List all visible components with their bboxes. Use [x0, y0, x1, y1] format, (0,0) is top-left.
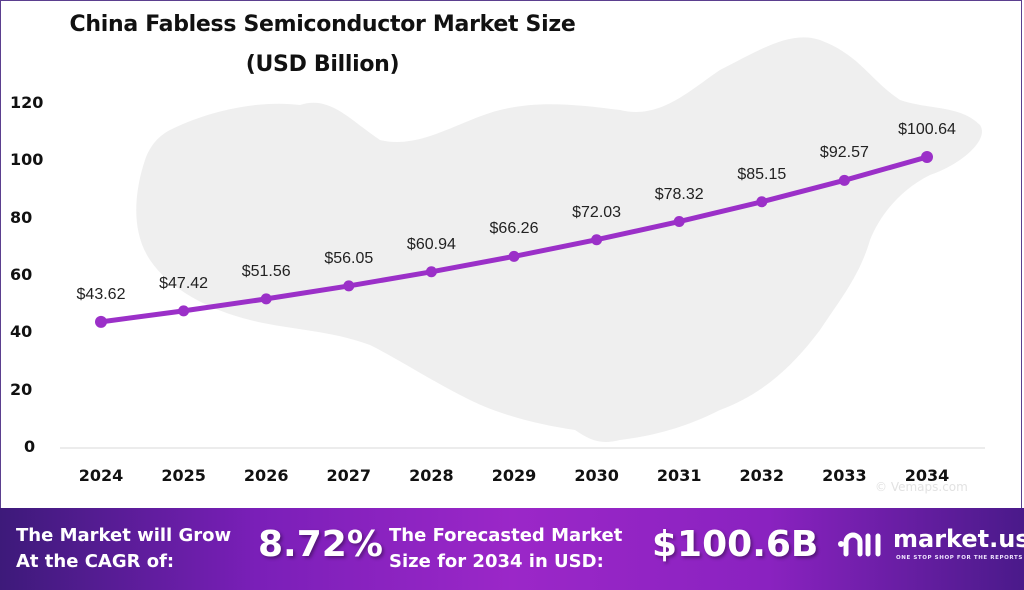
- data-label: $85.15: [737, 165, 787, 183]
- watermark: © Vemaps.com: [875, 480, 968, 494]
- data-point-marker: [343, 280, 355, 292]
- cagr-label-line1: The Market will Grow: [16, 525, 232, 546]
- x-tick: 2032: [739, 466, 785, 485]
- data-point-marker: [95, 315, 107, 328]
- data-label: $60.94: [406, 235, 456, 253]
- x-tick: 2026: [243, 466, 289, 485]
- y-tick: 80: [10, 208, 33, 227]
- data-point-marker: [178, 305, 190, 317]
- x-tick: 2025: [161, 466, 206, 485]
- x-tick: 2028: [409, 466, 454, 485]
- china-map-silhouette: [136, 37, 982, 442]
- data-label: $47.42: [159, 274, 209, 292]
- series-markers: [95, 150, 933, 328]
- forecast-label-line1: The Forecasted Market: [389, 525, 623, 546]
- data-label: $56.05: [324, 249, 374, 267]
- data-label: $92.57: [819, 144, 869, 162]
- x-tick: 2027: [326, 466, 372, 485]
- chart-title: China Fabless Semiconductor Market Size: [69, 12, 576, 37]
- logo-tagline: ONE STOP SHOP FOR THE REPORTS: [896, 555, 1023, 561]
- data-point-marker: [508, 250, 520, 262]
- data-label: $72.03: [572, 203, 622, 221]
- data-point-marker: [673, 216, 685, 228]
- data-point-marker: [756, 196, 768, 208]
- y-tick: 40: [10, 322, 33, 341]
- data-point-marker: [591, 234, 603, 246]
- y-tick: 20: [10, 380, 33, 399]
- data-label: $43.62: [76, 285, 126, 303]
- summary-banner: The Market will Grow At the CAGR of: 8.7…: [0, 508, 1024, 590]
- forecast-label-line2: Size for 2034 in USD:: [389, 551, 604, 572]
- data-label: $51.56: [241, 262, 291, 280]
- y-tick: 0: [24, 437, 36, 456]
- x-tick: 2033: [822, 466, 867, 485]
- x-tick: 2024: [78, 466, 124, 485]
- market-us-logo-icon: [838, 532, 881, 557]
- y-tick: 60: [10, 265, 33, 284]
- x-tick: 2030: [574, 466, 619, 485]
- data-point-marker: [838, 174, 850, 186]
- forecast-value: $100.6B: [652, 524, 819, 565]
- x-tick: 2029: [491, 466, 537, 485]
- data-point-marker: [260, 293, 272, 305]
- chart-subtitle: (USD Billion): [245, 52, 400, 77]
- cagr-value: 8.72%: [258, 524, 383, 565]
- data-label: $66.26: [489, 220, 539, 238]
- data-point-marker: [921, 150, 933, 163]
- data-point-marker: [425, 266, 437, 278]
- data-label: $78.32: [654, 185, 704, 203]
- logo-text: market.us: [893, 525, 1024, 553]
- x-tick: 2031: [656, 466, 702, 485]
- chart-canvas: [60, 37, 985, 449]
- cagr-label-line2: At the CAGR of:: [16, 551, 175, 572]
- y-tick: 100: [10, 150, 44, 169]
- y-tick: 120: [10, 93, 44, 112]
- x-tick: 2034: [904, 466, 950, 485]
- data-label: $100.64: [898, 120, 956, 138]
